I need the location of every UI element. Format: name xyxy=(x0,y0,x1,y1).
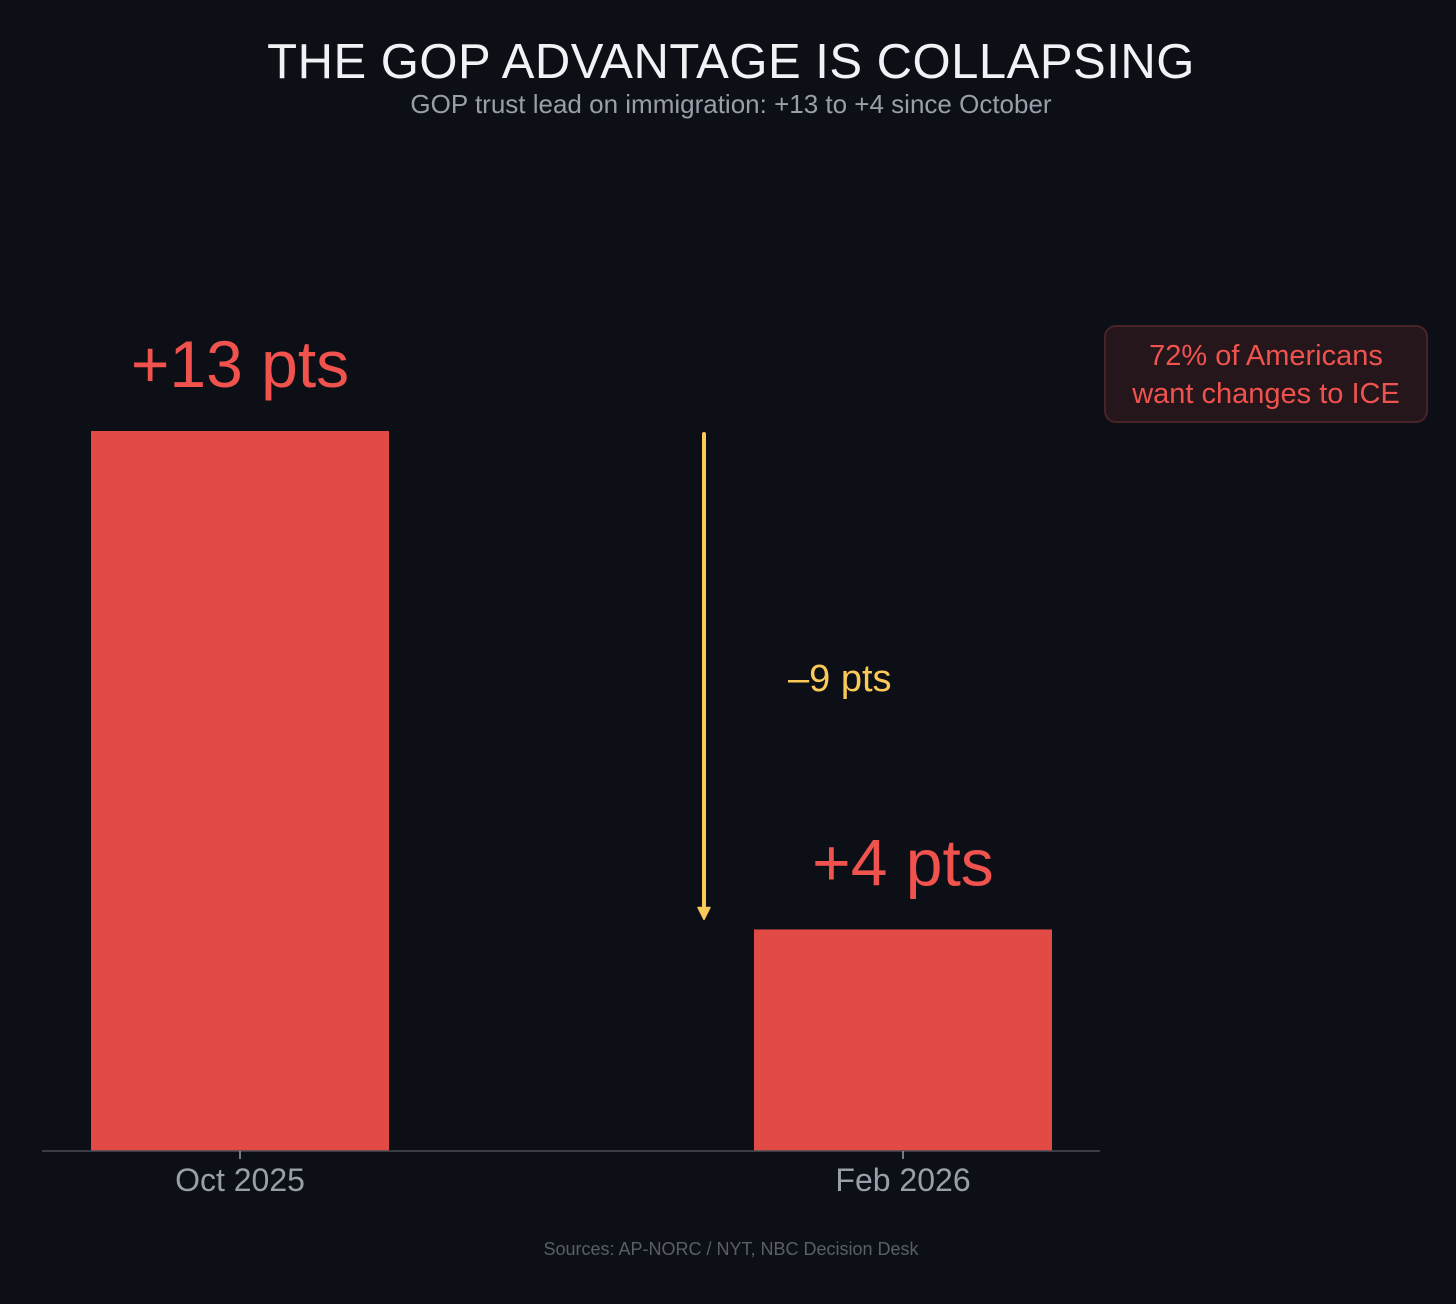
change-arrow-head xyxy=(697,906,711,921)
bar-1 xyxy=(91,431,389,1151)
change-label: –9 pts xyxy=(788,658,892,700)
callout-line-2: want changes to ICE xyxy=(1132,378,1400,410)
x-tick-label-2: Feb 2026 xyxy=(835,1162,970,1198)
callout-line-1: 72% of Americans xyxy=(1149,340,1383,372)
x-tick-label-1: Oct 2025 xyxy=(175,1162,305,1198)
bar-value-label-1: +13 pts xyxy=(131,327,349,401)
chart-subtitle: GOP trust lead on immigration: +13 to +4… xyxy=(410,89,1052,119)
bar-2 xyxy=(754,929,1052,1151)
bar-value-label-2: +4 pts xyxy=(812,825,994,899)
chart-title: THE GOP ADVANTAGE IS COLLAPSING xyxy=(267,35,1195,89)
sources-note: Sources: AP-NORC / NYT, NBC Decision Des… xyxy=(543,1239,919,1259)
ice-callout-box: 72% of Americans want changes to ICE xyxy=(1104,325,1428,423)
